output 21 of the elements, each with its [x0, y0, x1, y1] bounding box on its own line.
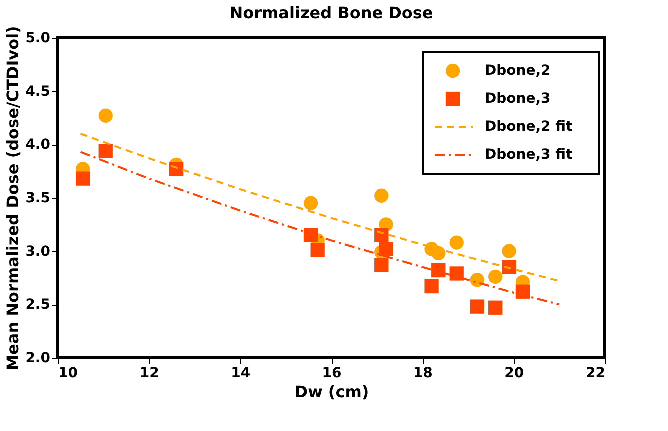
y-tick-label: 2.5: [26, 297, 50, 314]
legend-label: Dbone,3: [485, 91, 551, 107]
y-tick-label: 4.0: [26, 137, 51, 154]
legend-label: Dbone,3 fit: [485, 147, 574, 163]
chart-title: Normalized Bone Dose: [230, 4, 434, 23]
y-tick-label: 3.0: [26, 244, 51, 260]
x-tick-label: 20: [504, 366, 524, 382]
x-axis-title: Dw (cm): [294, 382, 370, 402]
x-tick-label: 10: [58, 366, 78, 382]
y-tick-label: 4.5: [26, 84, 50, 100]
x-tick-label: 14: [231, 366, 251, 382]
y-tick-label: 5.0: [26, 30, 51, 46]
legend-label: Dbone,2 fit: [485, 119, 574, 135]
x-tick-label: 16: [322, 366, 342, 382]
x-tick-label: 22: [586, 366, 606, 382]
legend-label: Dbone,2: [485, 63, 551, 79]
x-tick-label: 12: [140, 366, 160, 382]
x-tick-label: 18: [413, 366, 433, 382]
y-tick-label: 3.5: [26, 190, 50, 206]
y-axis-title: Mean Normalized Dose (dose/CTDIvol): [4, 26, 23, 371]
y-tick-label: 2.0: [26, 350, 51, 366]
